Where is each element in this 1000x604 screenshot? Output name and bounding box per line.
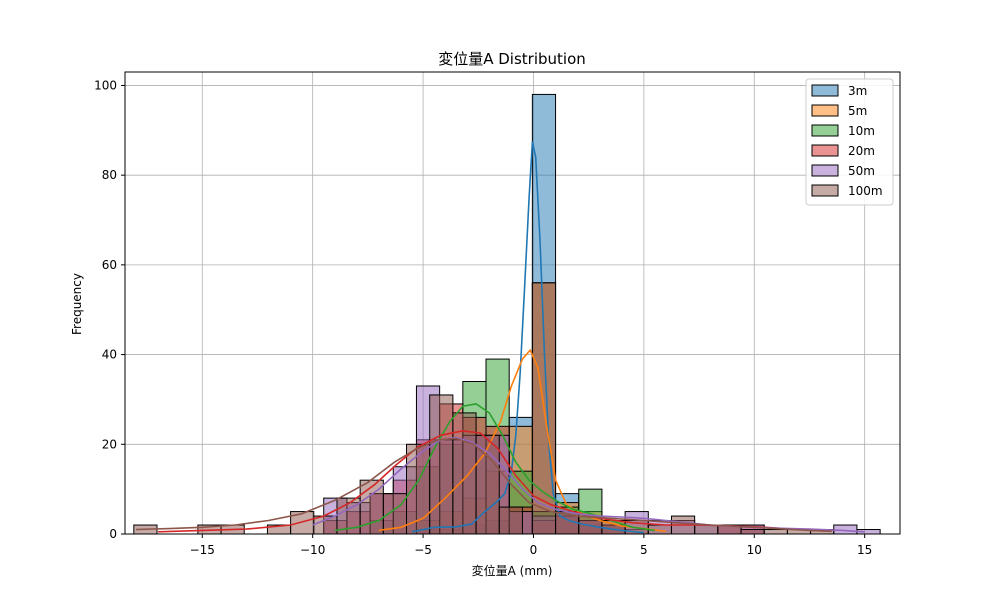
bar-100m: [694, 524, 719, 535]
x-axis-ticks: −15 −10 −5 0 5 10 15: [190, 534, 872, 557]
legend-label-3m: 3m: [848, 84, 867, 98]
bar-100m: [498, 506, 523, 535]
legend-label-5m: 5m: [848, 104, 867, 118]
legend-swatch-3m: [811, 84, 839, 97]
kde-line-5m: [378, 348, 667, 533]
legend-swatch-10m: [811, 124, 839, 137]
legend-swatch-5m: [811, 104, 839, 117]
x-tick-label: 0: [530, 543, 538, 557]
y-tick-label: 60: [102, 258, 117, 272]
x-tick-label: −10: [300, 543, 325, 557]
bar-100m: [740, 529, 765, 535]
kde-line-100m: [135, 437, 832, 533]
x-tick-label: 5: [640, 543, 648, 557]
bar-100m: [429, 394, 454, 535]
axes-frame: [124, 71, 901, 535]
legend-label-20m: 20m: [848, 144, 875, 158]
kde-line-10m: [334, 403, 656, 532]
y-tick-label: 80: [102, 168, 117, 182]
x-tick-label: −15: [190, 543, 215, 557]
kde-line-3m: [411, 141, 644, 534]
bar-100m: [313, 515, 338, 535]
bar-100m: [763, 529, 788, 535]
legend-label-50m: 50m: [848, 164, 875, 178]
legend-swatch-50m: [811, 164, 839, 177]
y-tick-label: 20: [102, 437, 117, 451]
legend: 3m 5m 10m 20m 50m 100m: [805, 78, 894, 206]
y-tick-label: 0: [109, 527, 117, 541]
x-axis-label: 変位量A (mm): [472, 563, 553, 578]
y-axis-ticks: 0 20 40 60 80 100: [94, 78, 125, 541]
legend-label-100m: 100m: [848, 184, 883, 198]
y-tick-label: 40: [102, 348, 117, 362]
chart-title: 変位量A Distribution: [438, 50, 586, 68]
legend-swatch-100m: [811, 184, 839, 197]
kde-curves: [135, 141, 865, 534]
y-tick-label: 100: [94, 78, 117, 92]
x-tick-label: 15: [857, 543, 872, 557]
legend-label-10m: 10m: [848, 124, 875, 138]
y-axis-label: Frequency: [70, 273, 84, 335]
legend-swatch-20m: [811, 144, 839, 157]
x-tick-label: 10: [747, 543, 762, 557]
x-tick-label: −5: [414, 543, 432, 557]
